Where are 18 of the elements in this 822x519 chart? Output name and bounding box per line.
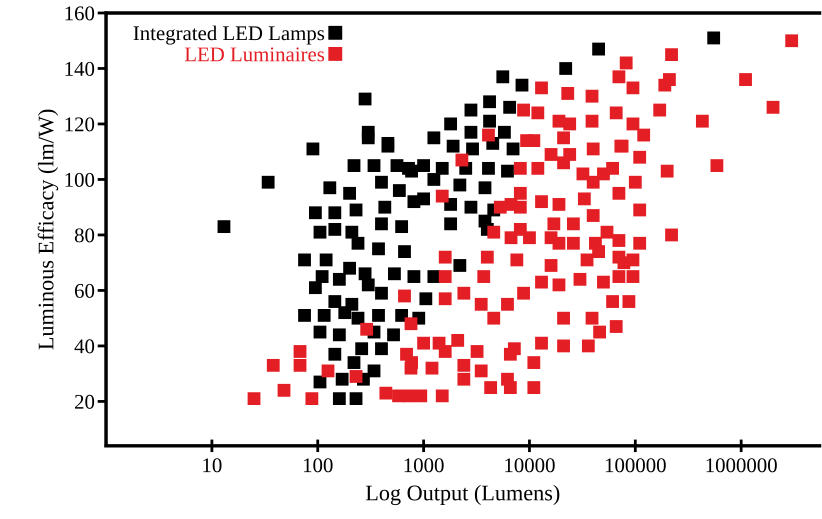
x-tick-label: 100000 — [606, 458, 666, 472]
y-tick-label: 60 — [74, 284, 94, 298]
x-tick-label: 10 — [203, 458, 222, 472]
y-tick-label: 100 — [66, 172, 94, 187]
y-tick-label: 160 — [66, 6, 94, 20]
x-axis-title: Log Output (Lumens) — [366, 484, 560, 506]
y-tick-label: 140 — [66, 62, 94, 76]
x-tick-label: 100 — [304, 458, 333, 472]
x-tick-label: 1000000 — [706, 458, 777, 472]
legend-label: LED Luminaires — [184, 47, 324, 62]
y-tick-label: 80 — [74, 228, 94, 242]
legend-label: Integrated LED Lamps — [134, 26, 324, 45]
y-tick-label: 40 — [74, 339, 94, 354]
y-tick-label: 120 — [66, 117, 94, 132]
x-tick-label: 1000 — [404, 458, 444, 472]
x-tick-label: 10000 — [505, 458, 555, 472]
y-tick-label: 20 — [75, 394, 94, 409]
y-axis-title: Luminous Efficacy (lm/W) — [38, 110, 58, 350]
